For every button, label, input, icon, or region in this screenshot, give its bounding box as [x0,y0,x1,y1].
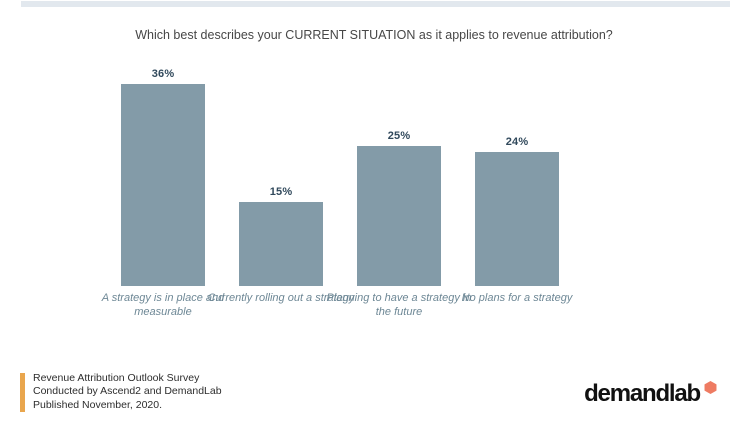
bar-value-label: 24% [505,136,529,148]
chart-title: Which best describes your CURRENT SITUAT… [135,28,613,42]
bar-category-label: A strategy is in place and measurable [101,292,225,318]
demandlab-logo-text: demandlab [584,380,701,407]
bar-column: 24% No plans for a strategy [458,60,576,304]
source-line-2: Conducted by Ascend2 and DemandLab [33,385,222,398]
top-strip-decoration [21,1,730,7]
bar-chart: 36% A strategy is in place and measurabl… [102,60,576,318]
bar-value-label: 15% [269,186,293,198]
bar-column: 15% Currently rolling out a strategy [208,60,355,304]
bar-value-label: 36% [151,68,175,80]
bar-value-label: 25% [387,130,411,142]
bar [121,84,205,286]
source-line-3: Published November, 2020. [33,398,162,411]
bar [239,202,323,286]
bar [475,152,559,286]
bar-column: 36% A strategy is in place and measurabl… [102,60,225,318]
footer-accent-bar [20,373,25,412]
source-attribution: Revenue Attribution Outlook Survey Condu… [33,372,222,412]
bar-category-label: No plans for a strategy [461,292,573,304]
demandlab-logo: demandlab [584,380,717,408]
hexagon-dot-icon [704,381,717,394]
bar [357,146,441,286]
bar-category-label: Planning to have a strategy in the futur… [326,292,472,318]
bar-column: 25% Planning to have a strategy in the f… [327,60,472,318]
source-line-1: Revenue Attribution Outlook Survey [33,372,200,384]
bar-category-label: Currently rolling out a strategy [207,292,355,304]
